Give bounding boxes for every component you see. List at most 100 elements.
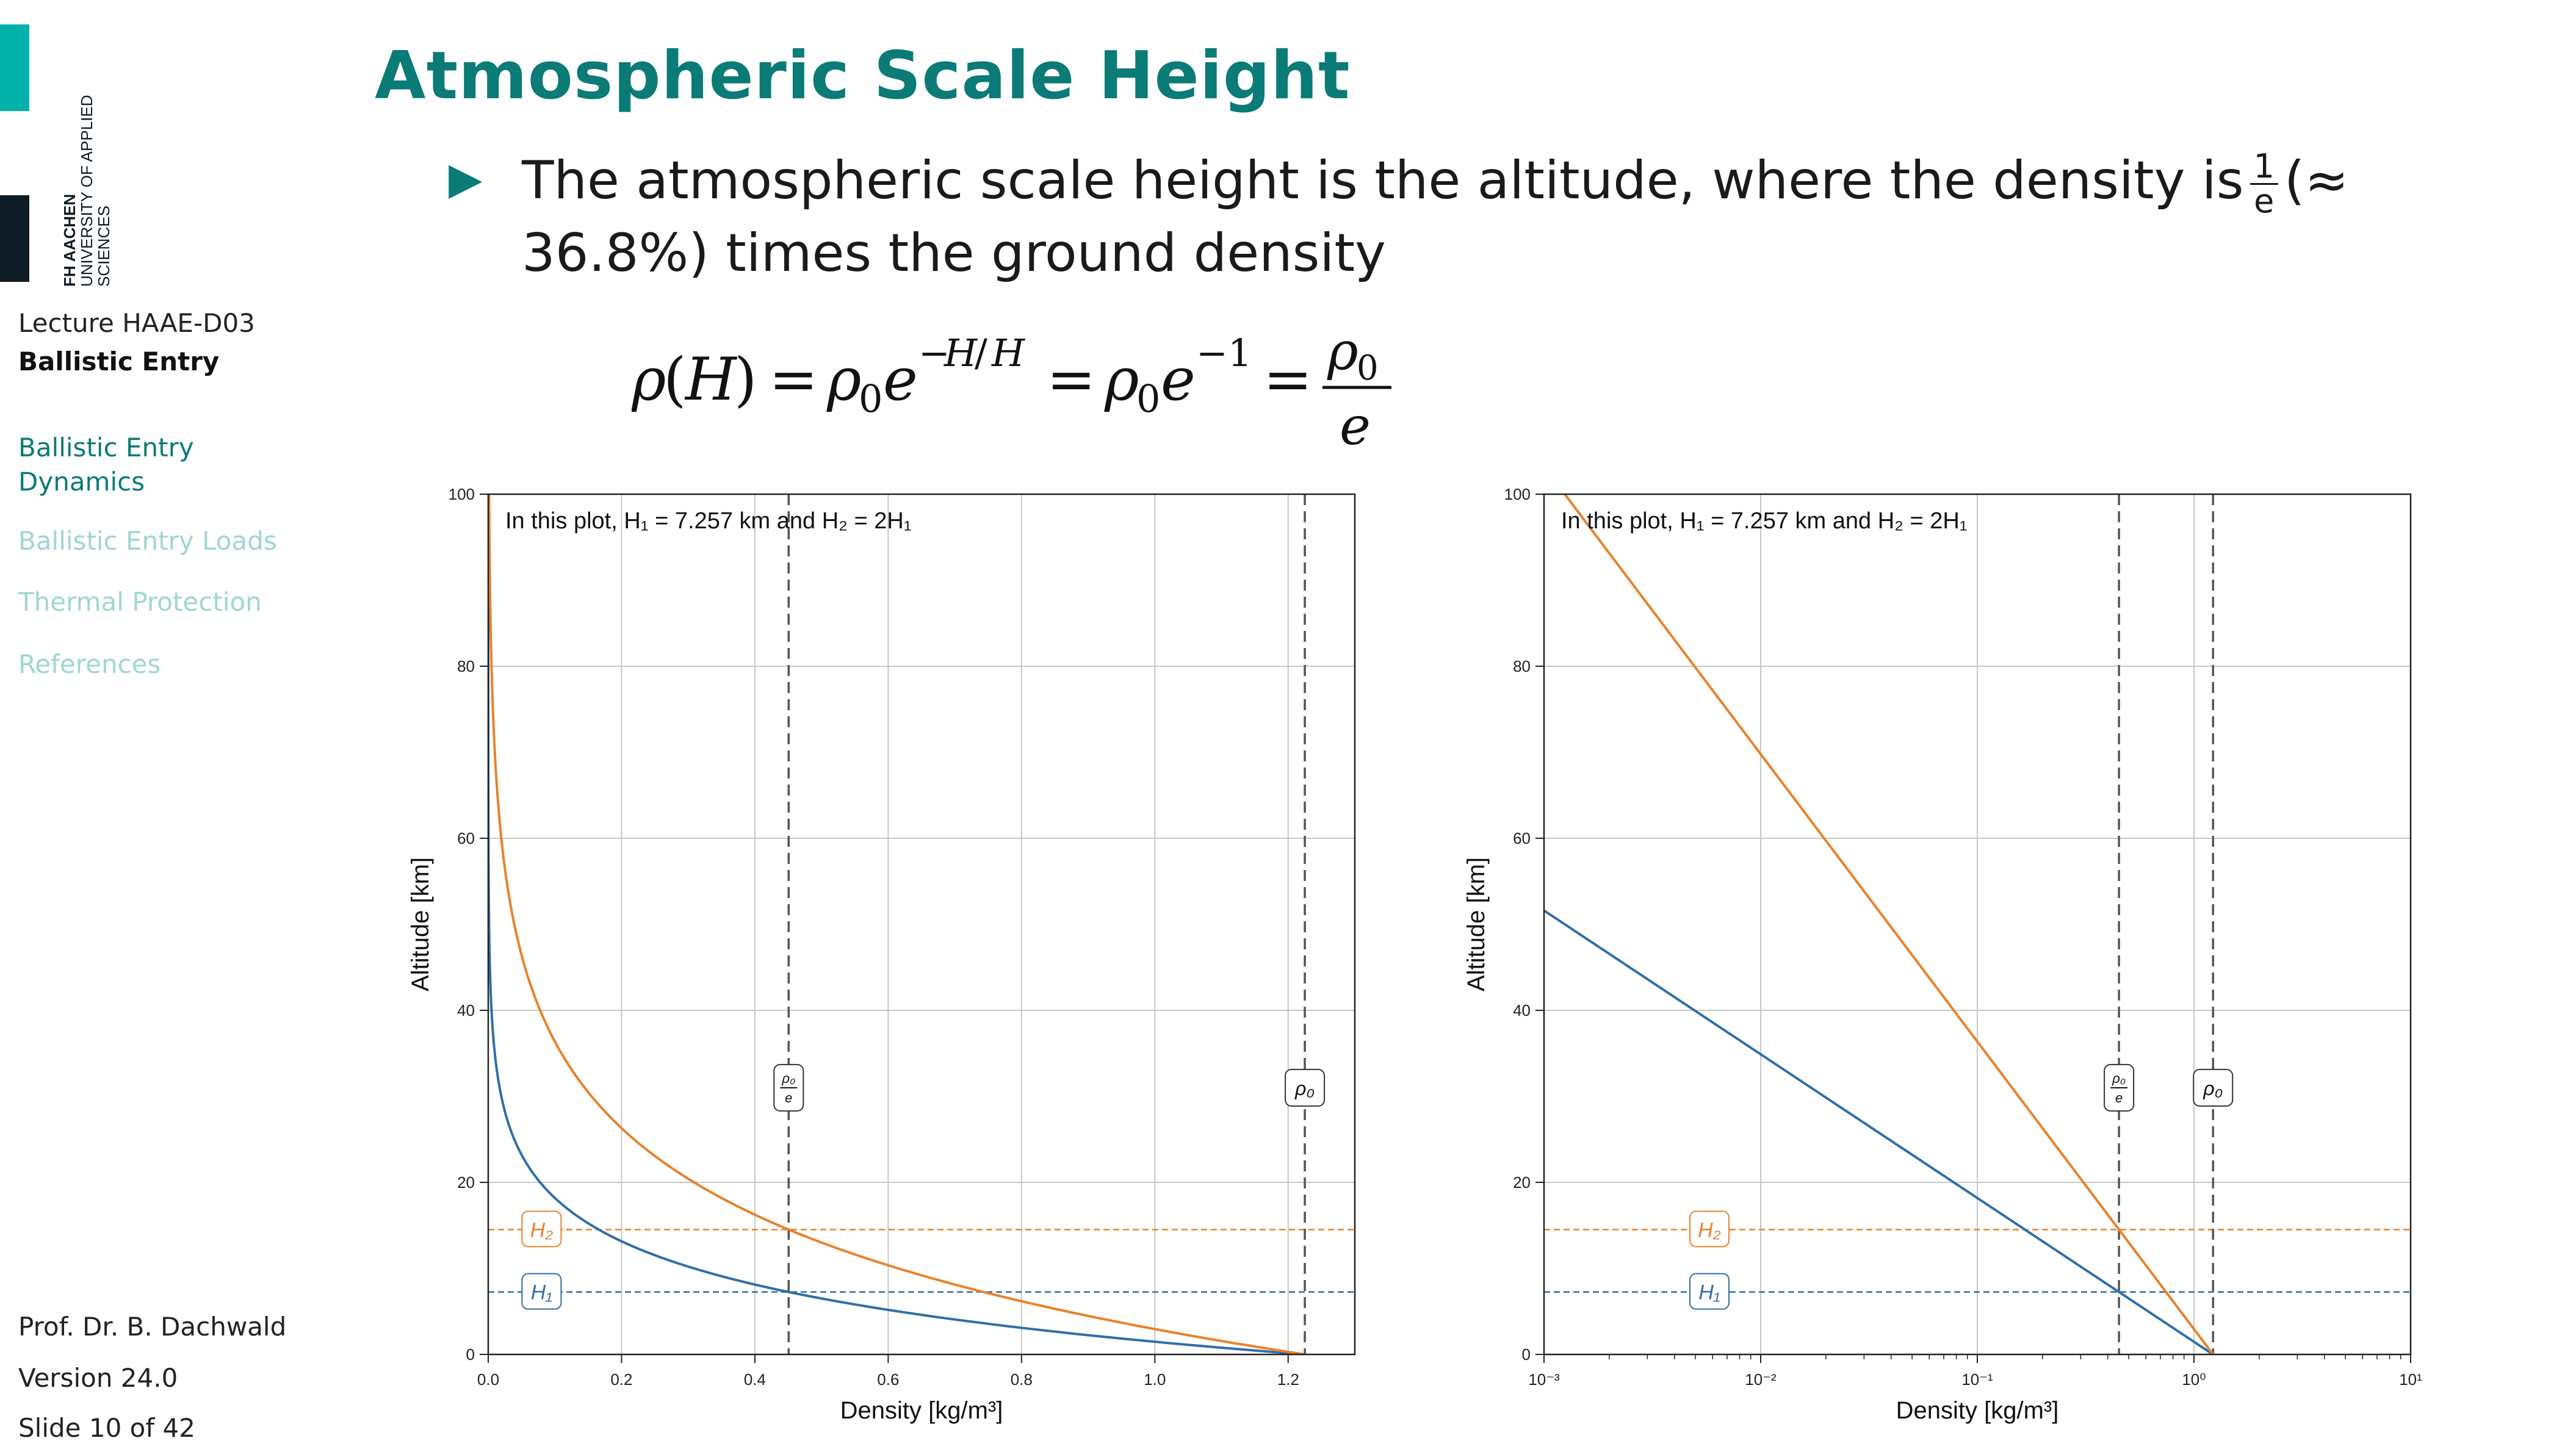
chart1-y-axis-label: Altitude [km]	[407, 857, 434, 991]
svg-text:/: /	[975, 331, 987, 375]
lecture-code: Lecture HAAE-D03	[18, 308, 255, 338]
svg-text:−1: −1	[1196, 331, 1252, 375]
svg-text:): )	[734, 345, 757, 414]
svg-text:e: e	[1340, 396, 1371, 457]
chart1-y-tick-label-3: 60	[457, 829, 475, 847]
chart2-vline-label-num-0: ρ₀	[2112, 1071, 2126, 1086]
chart2-plot-frame	[1543, 493, 2412, 1356]
chart2-y-tick-label-3: 60	[1513, 829, 1531, 847]
bullet-text-a: The atmospheric scale height is the alti…	[522, 150, 2244, 211]
chart1-hline-label-text-0: H₁	[531, 1281, 552, 1304]
chart1-y-tick-label-2: 40	[457, 1001, 475, 1019]
chart2-hline-label-0: H₁	[1689, 1273, 1730, 1310]
svg-text:0: 0	[1357, 348, 1379, 388]
slide-number: Slide 10 of 42	[18, 1413, 195, 1443]
version: Version 24.0	[18, 1363, 178, 1393]
svg-text:−: −	[918, 331, 950, 375]
svg-text:(: (	[663, 345, 686, 414]
svg-text:ρ: ρ	[1327, 323, 1358, 382]
chart2-y-tick-label-1: 20	[1513, 1173, 1531, 1192]
nav-item-references[interactable]: References	[18, 649, 161, 679]
author: Prof. Dr. B. Dachwald	[18, 1312, 287, 1342]
scale-height-equation: ρ ( H ) = ρ 0 e − H / H = ρ 0 e −1 = ρ 0…	[632, 323, 1391, 457]
svg-text:ρ: ρ	[632, 345, 666, 414]
chart2-hline-label-text-0: H₁	[1698, 1281, 1720, 1304]
logo-name: FH AACHEN	[60, 193, 79, 287]
chart1-x-tick-label-4: 0.8	[1011, 1370, 1033, 1389]
chart1-y-tick-label-5: 100	[449, 485, 475, 503]
chart1-x-tick-label-5: 1.0	[1144, 1370, 1166, 1389]
svg-text:=: =	[1047, 345, 1095, 414]
bullet-text-b: (≈ 36.8%) times the ground density	[522, 150, 2349, 284]
chart1-vline-label-num-0: ρ₀	[781, 1071, 795, 1086]
chart1-vline-label-0: ρ₀ e	[773, 1063, 804, 1112]
svg-text:0: 0	[859, 376, 882, 421]
chart2-y-tick-label-2: 40	[1513, 1001, 1531, 1019]
chart1-annotation: In this plot, H₁ = 7.257 km and H₂ = 2H₁	[505, 508, 912, 534]
chart-linear-density: 0.0 0.2 0.4 0.6 0.8 1.0 1.2 0 20 40 60 80 100 Density…	[407, 485, 1356, 1424]
logo-subtitle: UNIVERSITY OF APPLIED SCIENCES	[78, 95, 113, 287]
nav-item-ballistic-entry-dynamics[interactable]: Ballistic Entry Dynamics	[18, 433, 194, 497]
chart2-hline-label-text-1: H₂	[1698, 1218, 1721, 1242]
chart2-x-tick-label-0: 10⁻³	[1528, 1370, 1560, 1389]
chart2-hline-label-box-0	[1689, 1273, 1730, 1310]
chart2-series-line-0	[1544, 908, 2214, 1354]
chart1-x-tick-label-3: 0.6	[877, 1370, 899, 1389]
fraction-denominator: e	[2254, 182, 2275, 221]
chart1-plot-area	[488, 494, 1355, 1354]
nav-item-thermal-protection[interactable]: Thermal Protection	[18, 587, 262, 617]
chart1-vline-label-1: ρ₀	[1285, 1068, 1326, 1107]
bullet-arrow-icon: ▶	[449, 153, 483, 204]
chart2-x-tick-label-2: 10⁻¹	[1961, 1370, 1993, 1389]
chart2-x-tick-label-4: 10¹	[2399, 1370, 2422, 1389]
chart2-y-tick-label-5: 100	[1504, 485, 1531, 503]
page-title: Atmospheric Scale Height	[375, 38, 1351, 114]
chart1-y-tick-label-1: 20	[457, 1173, 475, 1192]
logo-dark-block	[0, 195, 29, 282]
chart2-hline-label-box-1	[1689, 1210, 1730, 1248]
chart1-x-tick-label-0: 0.0	[477, 1370, 499, 1389]
chart2-y-tick-label-4: 80	[1513, 657, 1531, 675]
chart2-x-axis-label: Density [kg/m³]	[1896, 1397, 2059, 1424]
chart2-x-tick-label-1: 10⁻²	[1745, 1370, 1777, 1389]
chart2-y-axis-label: Altitude [km]	[1463, 857, 1490, 991]
chart2-series-line-1	[1564, 494, 2214, 1354]
svg-text:e: e	[1161, 345, 1196, 414]
chart2-x-tick-label-3: 10⁰	[2182, 1370, 2206, 1389]
svg-text:e: e	[883, 345, 918, 414]
chart1-x-tick-label-6: 1.2	[1277, 1370, 1299, 1389]
chart1-hline-label-0: H₁	[521, 1273, 562, 1310]
logo-teal-block	[0, 24, 29, 111]
chart1-vline-label-den-0: e	[785, 1090, 792, 1106]
chart2-vline-label-1: ρ₀	[2193, 1068, 2234, 1107]
nav-item-ballistic-entry-loads[interactable]: Ballistic Entry Loads	[18, 526, 277, 556]
chart2-vline-label-0: ρ₀ e	[2104, 1063, 2135, 1112]
svg-text:H: H	[943, 331, 978, 375]
chart1-series-line-0	[488, 494, 1305, 1354]
chart1-y-tick-label-0: 0	[466, 1345, 475, 1364]
chart2-y-tick-label-0: 0	[1522, 1345, 1531, 1364]
chart1-vline-label-box-1	[1285, 1068, 1326, 1107]
svg-text:ρ: ρ	[1104, 345, 1139, 414]
chart1-plot-frame	[487, 493, 1356, 1356]
chart1-x-axis-label: Density [kg/m³]	[840, 1397, 1003, 1424]
chart2-vline-label-den-0: e	[2115, 1090, 2123, 1106]
svg-text:ρ: ρ	[826, 345, 861, 414]
chart2-plot-area	[1544, 494, 2411, 1354]
chart1-hline-label-text-1: H₂	[530, 1218, 554, 1242]
svg-text:0: 0	[1136, 376, 1160, 421]
chart2-vline-label-box-1	[2193, 1068, 2234, 1107]
fraction-numerator: 1	[2249, 150, 2278, 185]
chart2-annotation: In this plot, H₁ = 7.257 km and H₂ = 2H₁	[1561, 508, 1968, 534]
chart-log-density: 10⁻³ 10⁻² 10⁻¹ 10⁰ 10¹ 0 20 40 60 80 100 Density [k…	[1463, 485, 2422, 1424]
chart1-vline-label-text-1: ρ₀	[1294, 1077, 1315, 1099]
bullet-text: The atmospheric scale height is the alti…	[522, 145, 2414, 289]
lecture-title: Ballistic Entry	[18, 347, 220, 376]
chart1-x-tick-label-1: 0.2	[610, 1370, 632, 1389]
svg-text:=: =	[1263, 345, 1312, 414]
svg-text:=: =	[769, 345, 818, 414]
chart1-hline-label-box-0	[521, 1273, 562, 1310]
chart1-y-tick-label-4: 80	[457, 657, 475, 675]
chart2-hline-label-1: H₂	[1689, 1210, 1730, 1248]
